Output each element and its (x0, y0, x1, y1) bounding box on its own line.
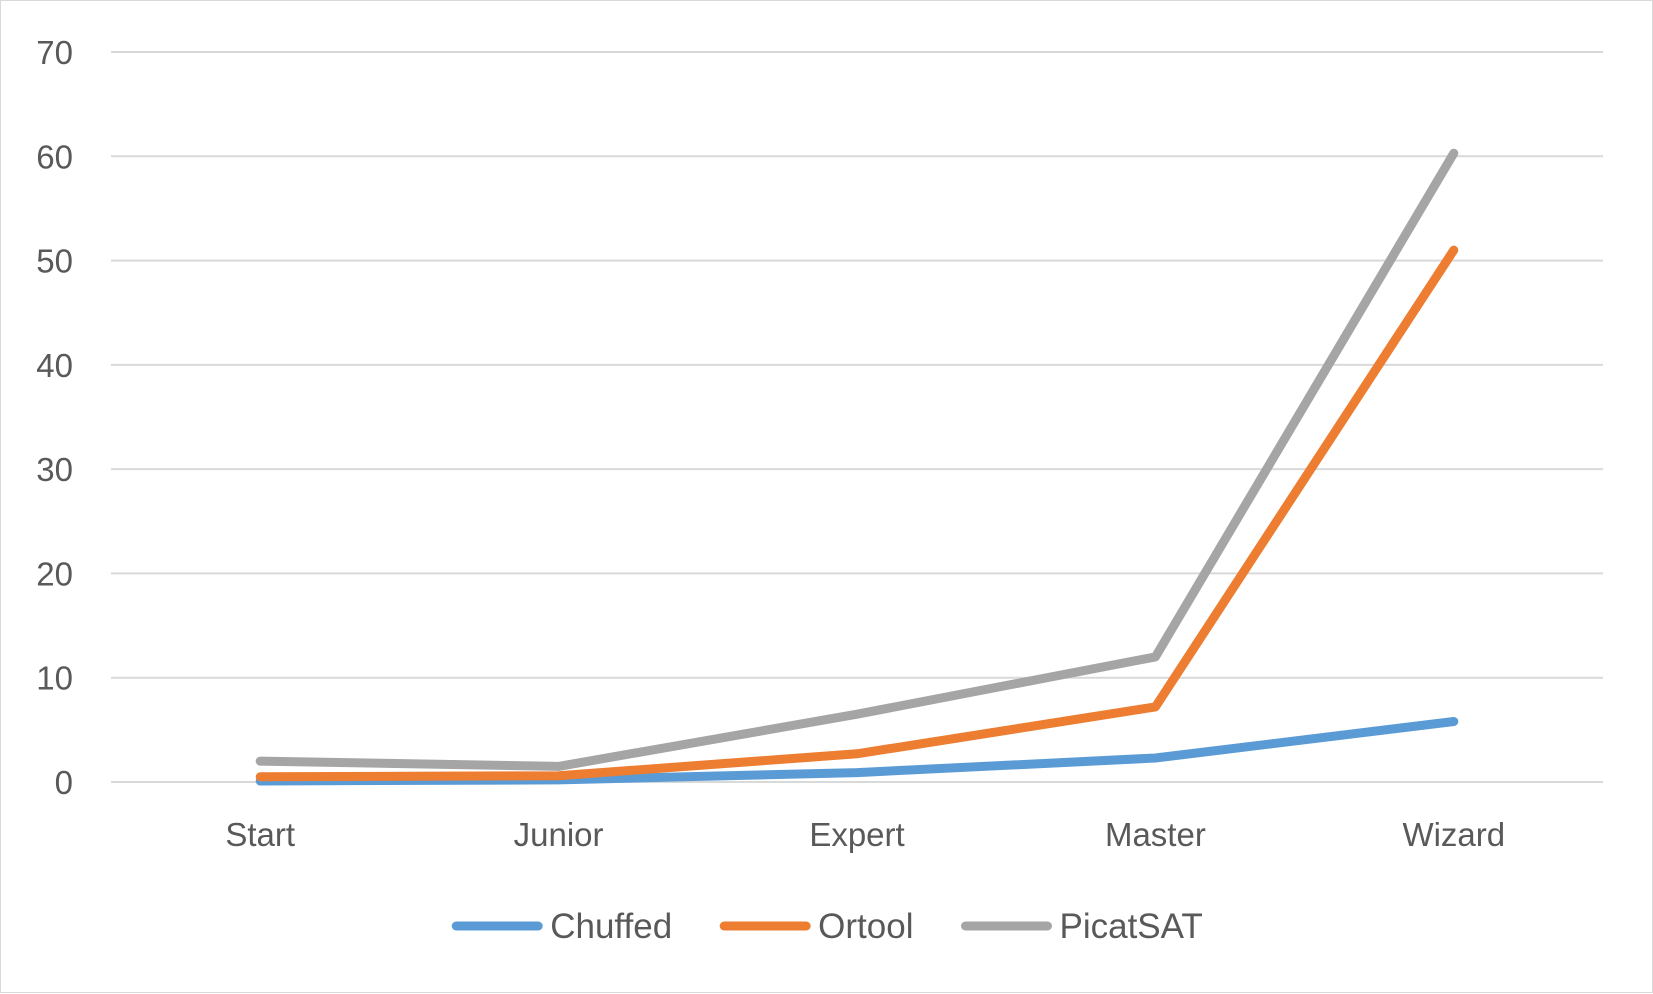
x-tick-label: Start (225, 816, 295, 853)
x-tick-label: Master (1105, 816, 1206, 853)
y-tick-label: 30 (36, 451, 73, 488)
gridlines (111, 52, 1603, 782)
legend-item-picatsat: PicatSAT (965, 907, 1202, 946)
series-line-ortool (260, 250, 1454, 777)
y-tick-label: 60 (36, 138, 73, 175)
legend: Chuffed Ortool PicatSAT (456, 907, 1203, 946)
y-tick-label: 50 (36, 243, 73, 280)
legend-label: Chuffed (550, 907, 672, 946)
legend-item-ortool: Ortool (724, 907, 913, 946)
legend-item-chuffed: Chuffed (456, 907, 672, 946)
legend-label: Ortool (818, 907, 913, 946)
y-axis-tick-labels: 0 10 20 30 40 50 60 70 (36, 34, 73, 801)
x-tick-label: Wizard (1402, 816, 1505, 853)
y-tick-label: 20 (36, 555, 73, 592)
series-line-picatsat (260, 153, 1454, 766)
y-tick-label: 10 (36, 660, 73, 697)
x-tick-label: Junior (514, 816, 604, 853)
series-lines (260, 153, 1454, 781)
y-tick-label: 40 (36, 347, 73, 384)
x-axis-tick-labels: Start Junior Expert Master Wizard (225, 816, 1505, 853)
legend-label: PicatSAT (1059, 907, 1202, 946)
x-tick-label: Expert (809, 816, 904, 853)
y-tick-label: 70 (36, 34, 73, 71)
y-tick-label: 0 (55, 764, 73, 801)
